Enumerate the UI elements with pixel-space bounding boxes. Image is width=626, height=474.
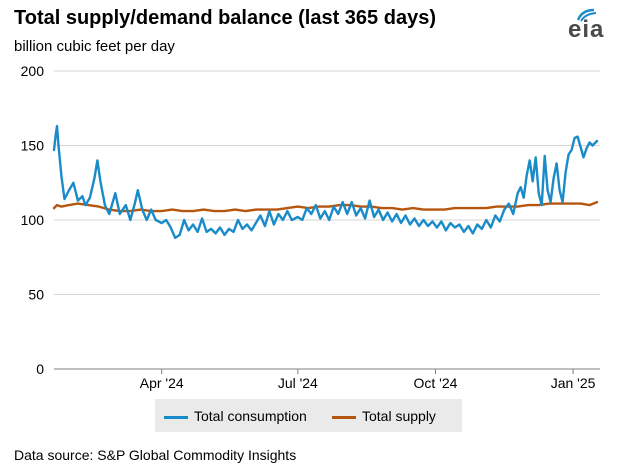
chart-legend: Total consumption Total supply	[155, 399, 462, 432]
x-tick-label: Jan '25	[551, 375, 596, 391]
y-tick-label: 150	[21, 138, 45, 154]
chart-series	[52, 124, 599, 240]
y-tick-label: 50	[28, 287, 44, 303]
x-tick-label: Apr '24	[140, 375, 184, 391]
legend-label-supply: Total supply	[362, 408, 436, 424]
legend-item-consumption: Total consumption	[164, 408, 307, 424]
eia-logo-text: eia	[568, 16, 605, 43]
legend-item-supply: Total supply	[332, 408, 436, 424]
legend-label-consumption: Total consumption	[194, 408, 307, 424]
x-axis: Apr '24 Jul '24 Oct '24 Jan '25	[140, 369, 596, 391]
series-line-consumption	[52, 124, 599, 240]
y-tick-label: 0	[36, 361, 44, 377]
eia-logo: eia	[568, 8, 618, 44]
chart-gridlines	[54, 70, 600, 370]
y-tick-label: 200	[21, 63, 45, 79]
y-tick-label: 100	[21, 212, 45, 228]
y-axis: 0 50 100 150 200	[21, 63, 45, 377]
eia-logo-arc-icon	[576, 8, 597, 22]
legend-swatch-consumption	[164, 415, 188, 419]
data-source-note: Data source: S&P Global Commodity Insigh…	[14, 447, 297, 463]
chart-title: Total supply/demand balance (last 365 da…	[14, 7, 436, 29]
x-tick-label: Jul '24	[278, 375, 318, 391]
chart-subtitle: billion cubic feet per day	[14, 38, 175, 55]
legend-swatch-supply	[332, 415, 356, 419]
x-tick-label: Oct '24	[413, 375, 457, 391]
